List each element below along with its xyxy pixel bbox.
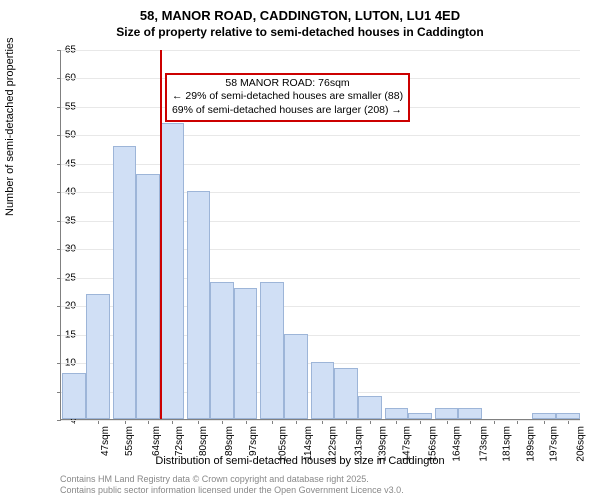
xtick-label: 189sqm [525, 426, 536, 462]
annotation-line: 69% of semi-detached houses are larger (… [172, 104, 403, 118]
chart-title: 58, MANOR ROAD, CADDINGTON, LUTON, LU1 4… [0, 8, 600, 23]
xtick-label: 97sqm [248, 426, 259, 456]
xtick-label: 47sqm [100, 426, 111, 456]
xtick-label: 156sqm [428, 426, 439, 462]
chart-subtitle: Size of property relative to semi-detach… [0, 25, 600, 39]
footer-attribution: Contains HM Land Registry data © Crown c… [60, 474, 404, 496]
histogram-bar [435, 408, 459, 419]
histogram-bar [260, 282, 284, 419]
histogram-bar [334, 368, 358, 419]
xtick-label: 72sqm [174, 426, 185, 456]
histogram-bar [86, 294, 110, 419]
footer-line: Contains HM Land Registry data © Crown c… [60, 474, 404, 485]
gridline [61, 164, 580, 165]
histogram-bar [187, 191, 211, 419]
gridline [61, 50, 580, 51]
gridline [61, 420, 580, 421]
xtick-label: 55sqm [124, 426, 135, 456]
histogram-bar [160, 123, 184, 419]
xtick-label: 181sqm [502, 426, 513, 462]
annotation-title: 58 MANOR ROAD: 76sqm [172, 77, 403, 91]
xtick-label: 147sqm [401, 426, 412, 462]
xtick-label: 114sqm [303, 426, 314, 461]
histogram-bar [113, 146, 137, 419]
xtick-label: 89sqm [224, 426, 235, 456]
xtick-label: 105sqm [277, 426, 288, 462]
histogram-bar [136, 174, 160, 419]
xtick-label: 173sqm [478, 426, 489, 462]
xtick-label: 131sqm [354, 426, 365, 462]
histogram-bar [210, 282, 234, 419]
property-marker-line [160, 50, 162, 419]
gridline [61, 135, 580, 136]
histogram-bar [408, 413, 432, 419]
histogram-bar [234, 288, 258, 419]
histogram-bar [458, 408, 482, 419]
histogram-bar [556, 413, 580, 419]
annotation-box: 58 MANOR ROAD: 76sqm← 29% of semi-detach… [165, 73, 410, 122]
xtick-label: 164sqm [452, 426, 463, 462]
plot-area: 58 MANOR ROAD: 76sqm← 29% of semi-detach… [60, 50, 580, 420]
xtick-label: 206sqm [576, 426, 587, 462]
histogram-bar [385, 408, 409, 419]
histogram-bar [358, 396, 382, 419]
histogram-bar [62, 373, 86, 419]
footer-line: Contains public sector information licen… [60, 485, 404, 496]
xtick-label: 139sqm [378, 426, 389, 462]
annotation-line: ← 29% of semi-detached houses are smalle… [172, 90, 403, 104]
xtick-label: 80sqm [198, 426, 209, 456]
xtick-label: 64sqm [151, 426, 162, 456]
xtick-label: 122sqm [327, 426, 338, 462]
y-axis-label: Number of semi-detached properties [4, 37, 16, 216]
chart-container: 58, MANOR ROAD, CADDINGTON, LUTON, LU1 4… [0, 0, 600, 500]
histogram-bar [284, 334, 308, 419]
histogram-bar [311, 362, 335, 419]
histogram-bar [532, 413, 556, 419]
xtick-label: 197sqm [549, 426, 560, 462]
